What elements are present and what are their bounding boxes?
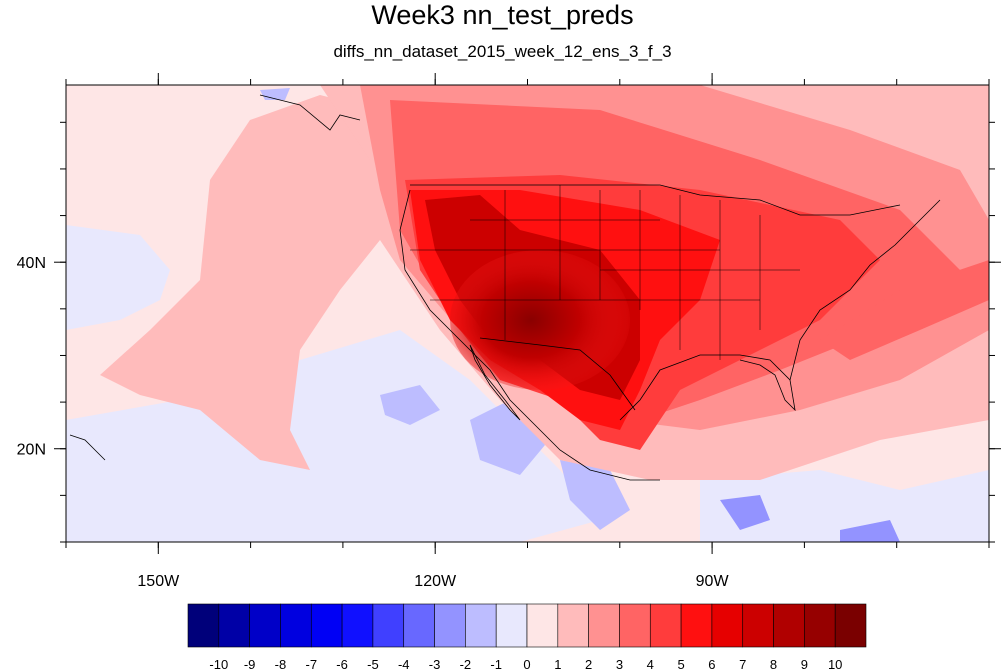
state-lines bbox=[410, 185, 800, 360]
coastline-gulf bbox=[619, 354, 796, 421]
colorbar-swatch bbox=[249, 603, 281, 648]
axes: 150W 120W 90W 40N 20N bbox=[17, 73, 1001, 590]
colorbar-swatch bbox=[372, 603, 405, 648]
colorbar-swatch bbox=[434, 603, 466, 648]
lat-tick-label: 20N bbox=[17, 442, 46, 459]
field-shading bbox=[66, 85, 989, 542]
colorbar-level-label: 2 bbox=[585, 657, 592, 672]
colorbar-swatch bbox=[804, 603, 836, 648]
colorbar-swatch bbox=[834, 603, 867, 648]
colorbar-swatch bbox=[588, 603, 620, 648]
colorbar-level-label: -9 bbox=[244, 657, 256, 672]
positive-anomaly-region-pacific-plume bbox=[100, 95, 390, 470]
colorbar-level-label: -4 bbox=[398, 657, 410, 672]
negative-anomaly-region-caribbean bbox=[700, 470, 989, 542]
colorbar: -10 -9 -8 -7 -6 -5 -4 -3 -2 -1 0 1 2 3 4 5 6 7 8 9 10 bbox=[187, 603, 867, 672]
colorbar-level-label: 8 bbox=[770, 657, 777, 672]
colorbar-swatch bbox=[341, 603, 374, 648]
map-title: Week3 nn_test_preds bbox=[371, 0, 634, 30]
colorbar-level-label: 3 bbox=[616, 657, 623, 672]
colorbar-swatch bbox=[403, 603, 435, 648]
negative-anomaly-region-alaska bbox=[260, 88, 290, 100]
colorbar-swatch bbox=[649, 603, 682, 648]
colorbar-level-label: -8 bbox=[275, 657, 287, 672]
negative-anomaly-region-caribbean-mid bbox=[720, 495, 900, 542]
lon-tick-label: 120W bbox=[414, 573, 457, 590]
colorbar-level-label: -7 bbox=[305, 657, 317, 672]
colorbar-swatch bbox=[680, 603, 713, 648]
colorbar-swatch bbox=[310, 603, 343, 648]
coastline-pacific bbox=[399, 189, 660, 481]
colorbar-level-label: -6 bbox=[336, 657, 348, 672]
colorbar-level-label: -2 bbox=[460, 657, 472, 672]
negative-anomaly-region-pacific-south bbox=[66, 330, 600, 542]
colorbar-swatch bbox=[557, 603, 589, 648]
coastline-baja bbox=[469, 344, 521, 421]
positive-anomaly-region-eastern-plume bbox=[820, 260, 989, 360]
colorbar-level-label: 4 bbox=[647, 657, 654, 672]
colorbar-swatch bbox=[495, 603, 528, 648]
colorbar-swatch bbox=[711, 603, 744, 648]
colorbar-swatch bbox=[187, 603, 220, 648]
colorbar-level-label: -3 bbox=[429, 657, 441, 672]
colorbar-swatch bbox=[526, 603, 559, 648]
colorbar-level-label: -10 bbox=[209, 657, 228, 672]
colorbar-level-label: -1 bbox=[490, 657, 502, 672]
colorbar-swatch bbox=[218, 603, 250, 648]
colorbar-level-label: 10 bbox=[828, 657, 842, 672]
lon-tick-label: 90W bbox=[696, 573, 730, 590]
border-us-mexico bbox=[479, 337, 636, 411]
coastline-alaska bbox=[259, 94, 361, 131]
colorbar-level-label: 9 bbox=[801, 657, 808, 672]
negative-anomaly-region-pacific-west bbox=[66, 225, 170, 330]
colorbar-swatch bbox=[465, 603, 497, 648]
lon-tick-label: 150W bbox=[137, 573, 180, 590]
positive-anomaly-region-peak bbox=[450, 250, 630, 390]
border-canada-us bbox=[410, 184, 901, 216]
map-subtitle: diffs_nn_dataset_2015_week_12_ens_3_f_3 bbox=[333, 42, 672, 61]
colorbar-swatch bbox=[742, 603, 774, 648]
coastlines-and-borders bbox=[69, 94, 941, 481]
colorbar-level-label: 1 bbox=[554, 657, 561, 672]
colorbar-level-label: 5 bbox=[677, 657, 684, 672]
lat-tick-label: 40N bbox=[17, 255, 46, 272]
colorbar-level-label: 6 bbox=[708, 657, 715, 672]
colorbar-swatch bbox=[280, 603, 312, 648]
coastline-atlantic bbox=[789, 199, 941, 381]
colorbar-swatch bbox=[619, 603, 651, 648]
colorbar-level-label: 0 bbox=[523, 657, 530, 672]
coastline-hawaii bbox=[69, 434, 106, 461]
colorbar-swatch bbox=[773, 603, 805, 648]
colorbar-level-label: -5 bbox=[367, 657, 379, 672]
negative-anomaly-region-pacific-south-mid bbox=[380, 385, 630, 530]
colorbar-level-label: 7 bbox=[739, 657, 746, 672]
